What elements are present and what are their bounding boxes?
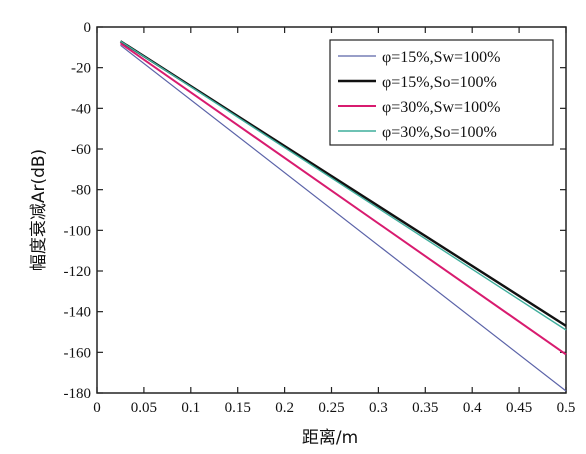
series-line-2: [119, 42, 567, 356]
x-axis-title: 距离/m: [302, 428, 358, 448]
x-tick-label: 0.05: [131, 400, 157, 416]
series-line-0: [120, 44, 567, 392]
y-tick-label: -100: [64, 223, 92, 239]
legend-label-0: φ=15%,Sw=100%: [382, 49, 500, 66]
y-tick-label: -80: [71, 183, 91, 199]
x-tick-label: 0.3: [369, 400, 388, 416]
y-axis-title: 幅度衰减Ar(dB): [29, 149, 49, 271]
x-tick-label: 0.25: [318, 400, 344, 416]
y-axis-ticks: 0 -20 -40 -60 -80 -100 -120 -140 -160 -180: [64, 20, 566, 402]
x-tick-label: 0.45: [506, 400, 532, 416]
legend-label-3: φ=30%,So=100%: [382, 124, 497, 141]
y-tick-label: -180: [64, 386, 92, 402]
y-tick-label: 0: [84, 20, 92, 36]
legend-label-2: φ=30%,Sw=100%: [382, 99, 500, 116]
x-tick-label: 0.15: [225, 400, 251, 416]
y-tick-label: -20: [71, 61, 91, 77]
y-tick-label: -140: [64, 305, 92, 321]
series-layer: [119, 40, 567, 392]
y-tick-label: -120: [64, 264, 92, 280]
x-axis-ticks: 0 0.05 0.1 0.15 0.2 0.25 0.3 0.35 0.4 0.45 0.5: [93, 27, 575, 416]
x-tick-label: 0.1: [181, 400, 200, 416]
legend-label-1: φ=15%,So=100%: [382, 74, 497, 91]
y-tick-label: -40: [71, 101, 91, 117]
y-tick-label: -160: [64, 345, 92, 361]
legend: φ=15%,Sw=100% φ=15%,So=100% φ=30%,Sw=100% φ…: [329, 39, 554, 146]
x-tick-label: 0.4: [463, 400, 482, 416]
x-tick-label: 0.2: [275, 400, 294, 416]
x-tick-label: 0: [93, 400, 101, 416]
legend-box: [329, 39, 554, 146]
y-tick-label: -60: [71, 142, 91, 158]
series-line-3: [120, 40, 567, 331]
x-tick-label: 0.35: [412, 400, 438, 416]
x-tick-label: 0.5: [557, 400, 576, 416]
